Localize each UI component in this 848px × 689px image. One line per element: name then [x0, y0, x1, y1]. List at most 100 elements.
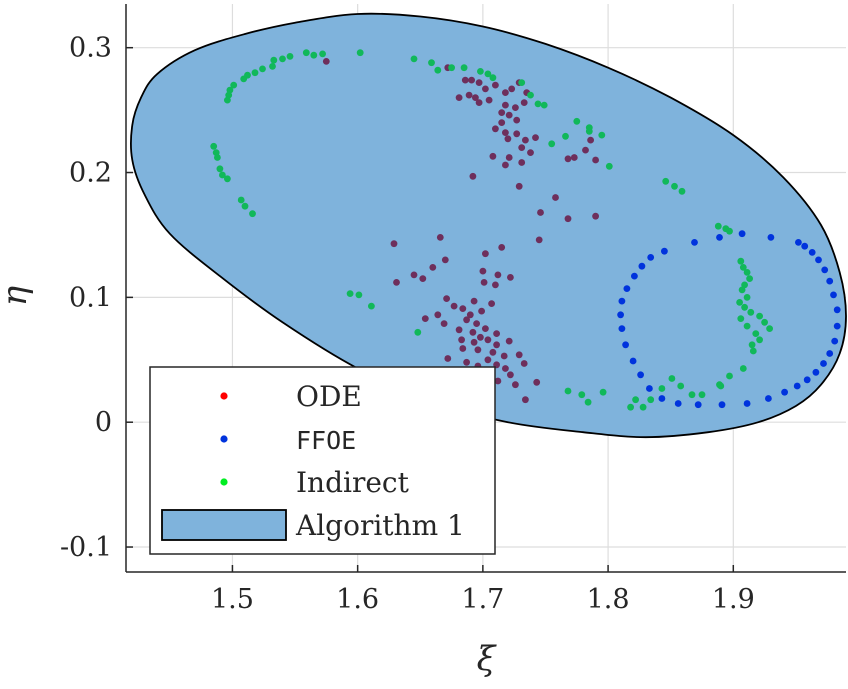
indirect-point	[414, 328, 422, 336]
ode-point	[482, 250, 489, 258]
ode-point	[520, 99, 528, 106]
ode-point	[436, 234, 444, 241]
indirect-point	[302, 49, 310, 57]
ffoe-point	[637, 371, 644, 379]
ode-point	[473, 320, 480, 327]
legend-marker	[220, 435, 228, 443]
legend-marker	[220, 478, 228, 486]
indirect-point	[748, 341, 756, 349]
indirect-point	[739, 264, 747, 271]
indirect-point	[639, 403, 647, 411]
indirect-point	[368, 302, 375, 310]
indirect-point	[562, 132, 569, 140]
indirect-point	[279, 55, 286, 63]
x-axis-label: ξ	[477, 639, 498, 679]
indirect-point	[738, 286, 746, 294]
ffoe-point	[638, 262, 646, 270]
ode-point	[592, 212, 599, 220]
ode-point	[455, 326, 463, 334]
ode-point	[434, 311, 442, 319]
indirect-point	[698, 391, 706, 399]
ffoe-point	[618, 297, 626, 305]
ode-point	[522, 136, 529, 144]
indirect-point	[428, 59, 435, 67]
region-polygon	[130, 12, 847, 439]
ode-point	[513, 116, 521, 124]
legend-label: FFOE	[296, 426, 356, 455]
indirect-point	[647, 396, 655, 404]
legend: ODE FFOE Indirect Algorithm 1	[149, 366, 496, 555]
indirect-point	[677, 382, 685, 390]
ode-point	[465, 91, 473, 99]
ode-point	[515, 351, 523, 359]
ffoe-point	[826, 277, 834, 285]
ode-point	[475, 99, 483, 106]
ode-point	[463, 316, 470, 324]
indirect-point	[219, 171, 226, 179]
ode-point	[570, 154, 578, 161]
ode-point	[535, 236, 543, 244]
ffoe-point	[826, 350, 834, 357]
ffoe-point	[617, 311, 624, 319]
indirect-point	[668, 375, 676, 382]
ode-point	[505, 154, 513, 161]
ode-point	[513, 130, 521, 138]
indirect-point	[477, 68, 484, 75]
x-tick-label: 1.9	[712, 584, 755, 615]
indirect-point	[251, 69, 259, 77]
y-tick-label: 0.3	[69, 33, 112, 64]
ffoe-point	[801, 242, 809, 250]
indirect-point	[585, 127, 593, 135]
ffoe-point	[738, 230, 746, 238]
ode-point	[478, 307, 485, 315]
ode-point	[507, 371, 514, 379]
indirect-point	[564, 387, 572, 395]
x-tick-label: 1.5	[211, 584, 254, 615]
ode-point	[455, 94, 463, 101]
ode-point	[533, 378, 541, 386]
ode-point	[475, 79, 483, 86]
indirect-point	[518, 79, 526, 86]
indirect-point	[356, 49, 364, 57]
indirect-point	[599, 388, 607, 396]
ffoe-point	[795, 239, 802, 246]
indirect-point	[573, 117, 581, 125]
ode-point	[498, 109, 506, 116]
y-axis-label: η	[0, 285, 35, 306]
ode-point	[440, 320, 448, 327]
ode-point	[502, 89, 509, 96]
y-tick-label: -0.1	[60, 532, 112, 563]
indirect-point	[319, 50, 326, 58]
axes	[125, 4, 846, 573]
x-tick-label: 1.7	[461, 584, 504, 615]
ode-point	[494, 377, 502, 385]
indirect-point	[743, 269, 751, 276]
ode-point	[522, 396, 529, 404]
indirect-point	[355, 291, 363, 299]
indirect-point	[240, 75, 248, 83]
indirect-point	[484, 70, 492, 78]
ffoe-point	[618, 325, 626, 332]
indirect-point	[216, 165, 224, 173]
indirect-point	[310, 51, 318, 59]
ode-point	[537, 209, 544, 216]
indirect-point	[230, 81, 238, 89]
ode-point	[488, 300, 495, 307]
ode-point	[470, 338, 478, 346]
ode-point	[450, 302, 458, 310]
indirect-point	[658, 385, 666, 392]
ode-point	[507, 274, 514, 281]
indirect-point	[605, 162, 613, 170]
ffoe-point	[743, 400, 751, 407]
ode-point	[493, 341, 500, 349]
indirect-point	[678, 187, 686, 195]
ffoe-point	[808, 249, 816, 256]
ode-point	[421, 315, 429, 322]
indirect-point	[632, 396, 639, 404]
indirect-point	[410, 55, 418, 63]
ffoe-point	[833, 306, 841, 314]
legend-label: Indirect	[296, 466, 410, 499]
ffoe-point	[658, 395, 666, 402]
ffoe-point	[622, 341, 629, 349]
